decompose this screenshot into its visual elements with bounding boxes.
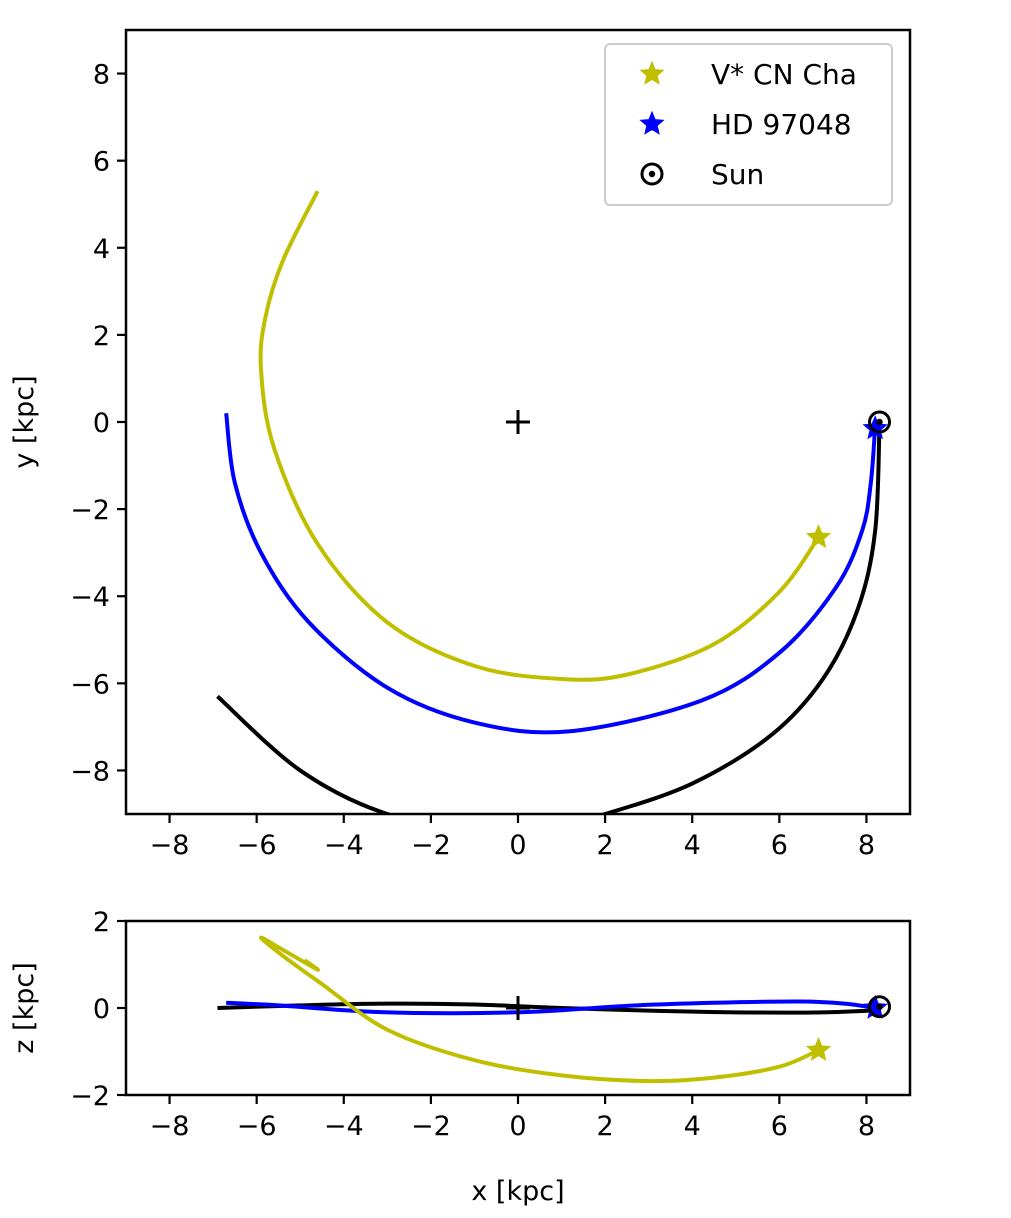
bottom-panel-xz: −8 −6 −4 −2 0 2 4 6 8 −2 0 2 x [kpc] z [kpc] [9,907,912,1207]
bottom-x-tick-label: 6 [771,1111,788,1142]
bottom-series-line-sun [217,1001,880,1015]
top-x-tick-label: 6 [771,830,788,861]
top-y-tick-label: −2 [70,495,110,526]
bottom-x-tick-label: −2 [411,1111,451,1142]
legend-entry-hd97048-star-icon [639,110,665,135]
top-x-tick-label: 4 [684,830,701,861]
legend-entry-cn-cha-label: V* CN Cha [711,58,857,91]
legend: V* CN Cha HD 97048 Sun [604,43,893,206]
bottom-x-tick-label: 2 [597,1111,614,1142]
bottom-x-tick-label: 8 [858,1111,875,1142]
legend-entry-cn-cha-star-icon [639,60,665,85]
bottom-marker-hd-97048-star-icon [862,994,888,1019]
top-y-tick-label: 0 [93,408,110,439]
top-marker-sun-icon-dot [876,418,883,426]
legend-symbol-sun-icon [640,162,664,186]
bottom-x-tick-label: 0 [509,1111,526,1142]
legend-symbol-v-cn-cha-star-icon [639,60,665,85]
bottom-series-line-v-cn-cha [259,935,820,1084]
top-marker-sun-icon-ring [868,410,892,434]
top-panel-xy: −8 −6 −4 −2 0 2 4 6 8 −8 −6 −4 −2 0 2 4 6 8 y [kpc] V* C… [9,28,912,861]
bottom-marker-v-cn-cha-star-icon [805,1036,832,1061]
top-y-tick-label: 8 [93,60,110,91]
bottom-y-tick-label: −2 [70,1081,110,1112]
top-series-line-hd-97048 [224,413,878,735]
top-y-tick-label: 4 [93,234,110,265]
top-x-tick-label: −8 [150,830,190,861]
bottom-series-group [217,935,880,1084]
legend-symbol-sun-icon-dot [648,170,656,178]
bottom-x-tick-label: 4 [684,1111,701,1142]
legend-symbol-sun-icon-ring [640,162,664,186]
top-x-tick-label: −4 [324,830,364,861]
top-y-tick-label: −4 [70,582,110,613]
bottom-series-line-hd-97048 [226,999,876,1016]
bottom-marker-sun-icon-ring [868,995,892,1019]
bottom-y-tick-label: 2 [93,907,110,938]
bottom-x-axis-label: x [kpc] [471,1176,564,1207]
top-y-tick-label: 2 [93,321,110,352]
bottom-x-tick-label: −8 [150,1111,190,1142]
top-x-tick-label: −6 [237,830,277,861]
top-marker-sun-icon [868,410,892,434]
top-y-axis-label: y [kpc] [9,375,40,468]
bottom-x-tick-label: −6 [237,1111,277,1142]
legend-box [604,43,893,206]
top-y-ticks: −8 −6 −4 −2 0 2 4 6 8 [70,60,126,787]
top-y-tick-label: −8 [70,756,110,787]
bottom-y-ticks: −2 0 2 [70,907,126,1112]
top-marker-galactic-centre-icon [506,410,530,434]
top-series-line-v-cn-cha [258,190,821,682]
top-x-tick-label: −2 [411,830,451,861]
bottom-y-tick-label: 0 [93,994,110,1025]
top-x-tick-label: 2 [597,830,614,861]
bottom-marker-galactic-centre-icon [506,996,530,1020]
bottom-y-axis-label: z [kpc] [9,962,40,1053]
top-markers-group [506,410,892,549]
top-x-tick-label: 8 [858,830,875,861]
bottom-x-tick-label: −4 [324,1111,364,1142]
bottom-marker-sun-icon-dot [876,1003,883,1010]
top-y-tick-label: −6 [70,669,110,700]
bottom-x-ticks: −8 −6 −4 −2 0 2 4 6 8 [150,1095,875,1142]
top-marker-v-cn-cha-star-icon [805,524,832,549]
bottom-marker-sun-icon [868,995,892,1019]
top-y-tick-label: 6 [93,147,110,178]
legend-symbol-hd-97048-star-icon [639,110,665,135]
top-x-tick-label: 0 [509,830,526,861]
top-x-ticks: −8 −6 −4 −2 0 2 4 6 8 [150,814,875,861]
bottom-markers-group [506,994,892,1061]
legend-entry-hd97048-label: HD 97048 [711,108,852,141]
legend-entry-sun-icon [640,162,664,186]
legend-entry-sun-label: Sun [711,158,764,191]
